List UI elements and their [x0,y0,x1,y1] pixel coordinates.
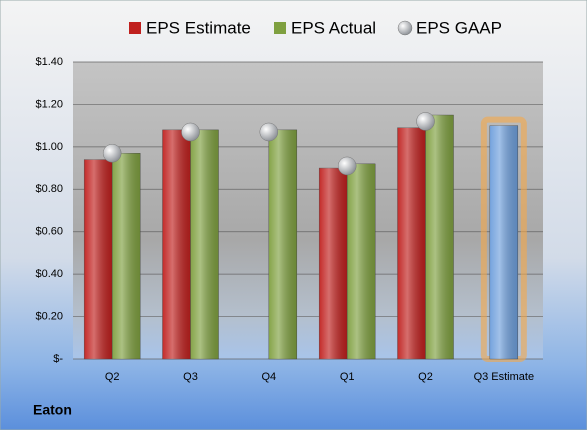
y-tick-label: $1.40 [35,56,63,68]
x-tick-label: Q1 [340,371,355,383]
bar-gloss [425,115,454,360]
bar-gloss [190,129,219,359]
bar-gloss [162,129,191,359]
legend-marker [274,22,286,34]
gaap-marker [181,122,200,142]
gaap-marker [259,122,279,142]
plot-area [73,62,543,359]
footer: Eaton [33,402,72,418]
bar-gloss [319,168,348,359]
bar-gloss [397,127,426,359]
legend-marker [397,20,413,36]
bar-gloss [84,159,113,359]
x-tick-label: Q2 [105,371,120,383]
x-tick-label: Q4 [261,371,276,383]
gaap-marker [102,143,122,163]
y-tick-label: $1.20 [35,98,63,110]
bar-gloss [489,125,518,360]
bar-gloss [268,129,297,359]
y-tick-label: $0.40 [35,268,63,280]
y-tick-label: $- [53,353,63,365]
y-tick-label: $0.80 [35,183,63,195]
x-tick-label: Q3 Estimate [474,371,535,383]
x-tick-label: Q2 [418,371,433,383]
x-tick-label: Q3 [183,371,198,383]
y-tick-label: $1.00 [35,141,63,153]
y-tick-label: $0.60 [35,226,63,238]
gaap-marker [337,156,357,176]
legend-label: EPS GAAP [416,18,502,37]
legend-label: EPS Estimate [146,18,251,37]
y-tick-label: $0.20 [35,310,63,322]
legend-label: EPS Actual [291,18,376,37]
legend-marker [129,22,141,34]
gaap-marker [416,112,435,131]
bar-gloss [347,163,376,359]
bar-gloss [112,153,141,359]
